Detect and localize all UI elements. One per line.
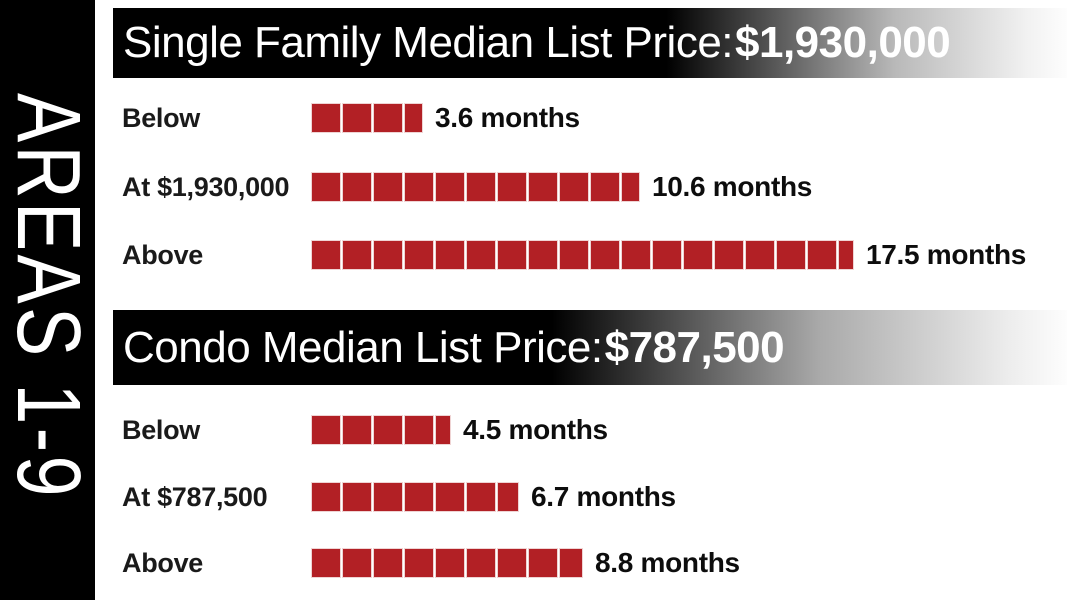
month-square — [467, 241, 495, 269]
month-square — [498, 549, 526, 577]
month-square — [405, 483, 433, 511]
month-square — [498, 241, 526, 269]
month-square — [436, 483, 464, 511]
month-square — [343, 241, 371, 269]
row-label: Below — [122, 102, 201, 133]
inventory-row: Below 4.5 months — [113, 414, 1067, 445]
month-square — [312, 549, 340, 577]
month-square — [436, 241, 464, 269]
month-square — [436, 173, 464, 201]
unit-square-bar — [312, 241, 853, 269]
row-value: 17.5 months — [866, 239, 1027, 270]
month-square — [312, 173, 340, 201]
partial-month-square — [436, 416, 450, 444]
month-square — [343, 104, 371, 132]
row-value: 8.8 months — [595, 547, 740, 578]
inventory-row: At $1,930,000 10.6 months — [113, 171, 1067, 202]
unit-square-bar — [312, 483, 518, 511]
month-square — [591, 173, 619, 201]
areas-rail: AREAS 1-9 — [0, 0, 98, 600]
month-square — [374, 483, 402, 511]
partial-month-square — [622, 173, 639, 201]
month-square — [312, 483, 340, 511]
month-square — [777, 241, 805, 269]
partial-month-square — [498, 483, 518, 511]
month-square — [436, 549, 464, 577]
partial-month-square — [839, 241, 853, 269]
inventory-row: Below 3.6 months — [113, 102, 1067, 133]
month-square — [715, 241, 743, 269]
row-value: 3.6 months — [435, 102, 580, 133]
month-square — [529, 241, 557, 269]
month-square — [405, 241, 433, 269]
unit-square-bar — [312, 104, 422, 132]
inventory-row: Above 8.8 months — [113, 547, 1067, 578]
month-square — [374, 241, 402, 269]
month-square — [529, 549, 557, 577]
month-square — [467, 483, 495, 511]
unit-square-bar — [312, 549, 582, 577]
month-square — [343, 173, 371, 201]
month-square — [405, 173, 433, 201]
row-label: Above — [122, 239, 204, 270]
condo-header: Condo Median List Price: $787,500 — [113, 310, 1067, 385]
month-square — [467, 549, 495, 577]
month-square — [374, 416, 402, 444]
row-label: Above — [122, 547, 204, 578]
areas-label: AREAS 1-9 — [0, 92, 98, 500]
inventory-row: At $787,500 6.7 months — [113, 481, 1067, 512]
month-square — [560, 173, 588, 201]
condo-section: Condo Median List Price: $787,500 Below 4… — [113, 310, 1067, 595]
partial-month-square — [405, 104, 422, 132]
single-family-header-title: Single Family Median List Price: — [123, 18, 734, 67]
partial-month-square — [560, 549, 582, 577]
row-value: 4.5 months — [463, 414, 608, 445]
row-label: At $1,930,000 — [122, 171, 290, 202]
single-family-section: Single Family Median List Price: $1,930,… — [113, 8, 1067, 303]
condo-header-price: $787,500 — [604, 322, 785, 372]
month-square — [498, 173, 526, 201]
month-square — [746, 241, 774, 269]
unit-square-bar — [312, 173, 639, 201]
month-square — [312, 104, 340, 132]
month-square — [808, 241, 836, 269]
month-square — [622, 241, 650, 269]
row-label: Below — [122, 414, 201, 445]
single-family-header-price: $1,930,000 — [735, 18, 951, 67]
unit-square-bar — [312, 416, 450, 444]
month-square — [343, 416, 371, 444]
month-square — [560, 241, 588, 269]
month-square — [405, 549, 433, 577]
month-square — [684, 241, 712, 269]
month-square — [374, 173, 402, 201]
month-square — [374, 104, 402, 132]
row-label: At $787,500 — [122, 481, 268, 512]
month-square — [312, 241, 340, 269]
month-square — [467, 173, 495, 201]
month-square — [653, 241, 681, 269]
month-square — [405, 416, 433, 444]
single-family-header: Single Family Median List Price: $1,930,… — [113, 8, 1067, 78]
month-square — [591, 241, 619, 269]
month-square — [343, 483, 371, 511]
month-square — [343, 549, 371, 577]
row-value: 6.7 months — [531, 481, 676, 512]
condo-header-title: Condo Median List Price: — [123, 322, 603, 372]
inventory-row: Above 17.5 months — [113, 239, 1067, 270]
month-square — [312, 416, 340, 444]
row-value: 10.6 months — [652, 171, 813, 202]
month-square — [529, 173, 557, 201]
month-square — [374, 549, 402, 577]
